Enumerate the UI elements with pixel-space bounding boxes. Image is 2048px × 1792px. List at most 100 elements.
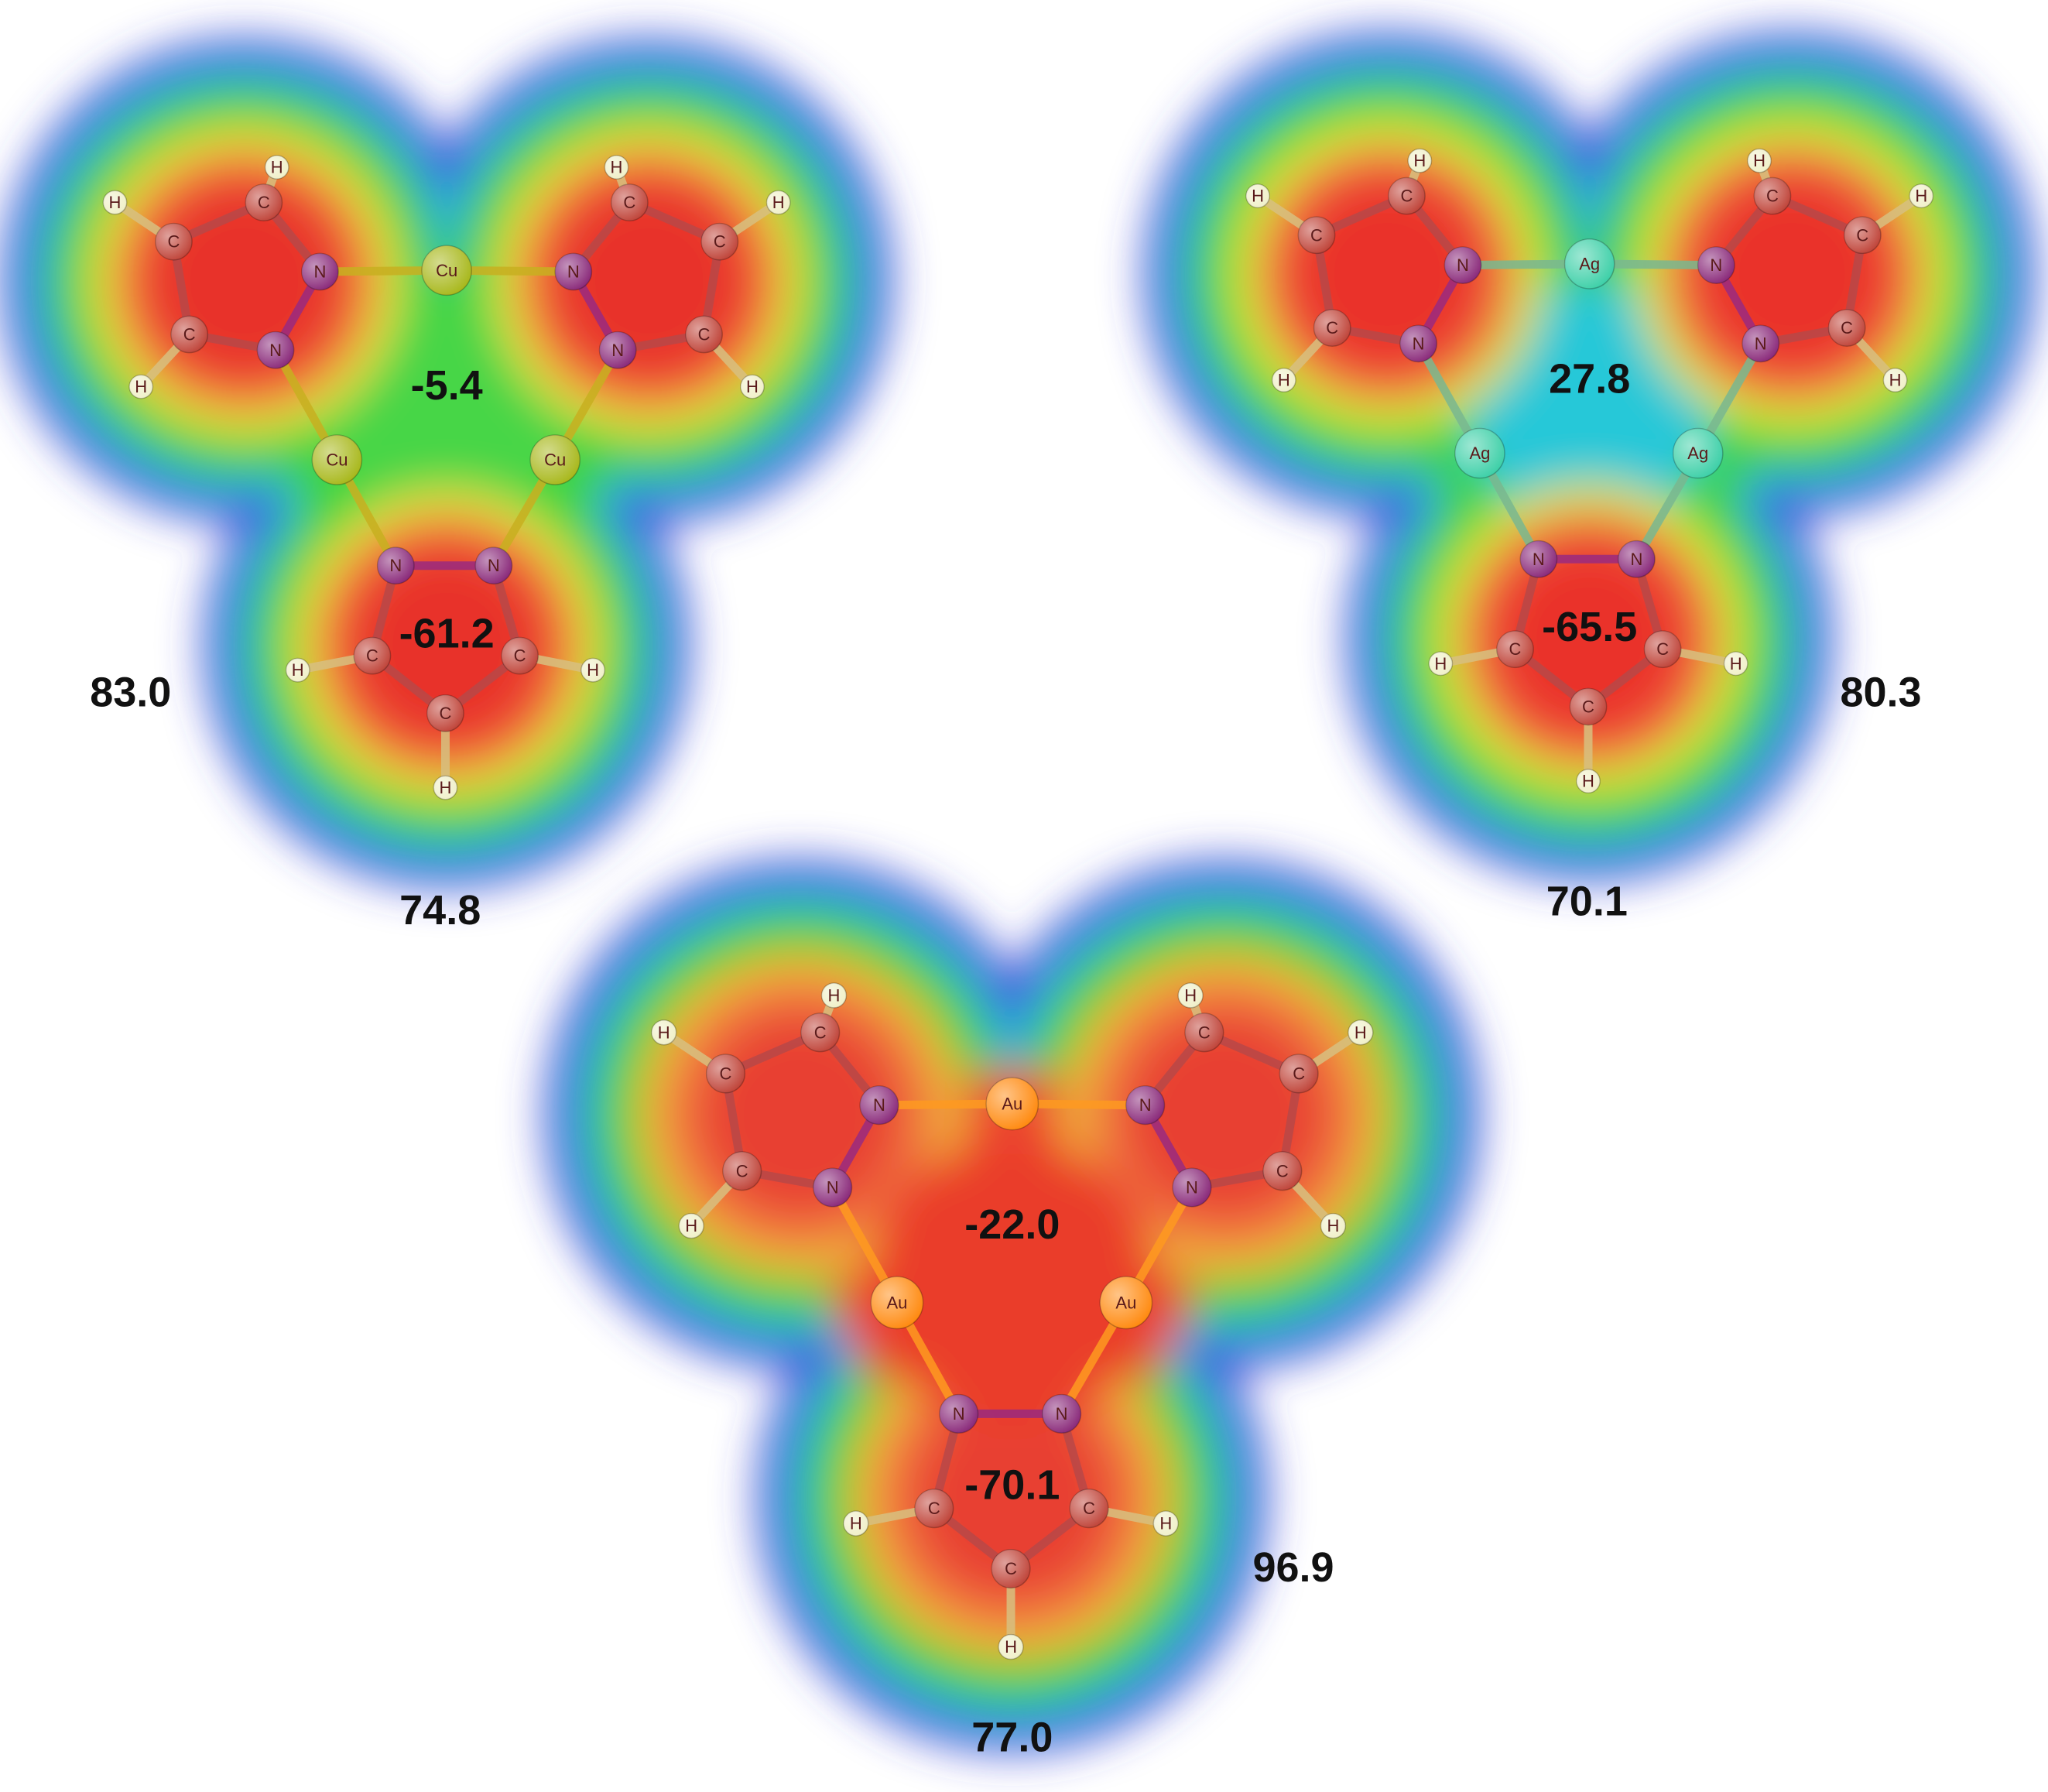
atom-shine	[915, 1489, 954, 1528]
atom-label: N	[269, 341, 282, 360]
atom-label: C	[1856, 225, 1868, 245]
atom-label: H	[611, 158, 623, 177]
atom-shine	[706, 1054, 745, 1093]
atom-label: Au	[1002, 1094, 1022, 1113]
atom-shine	[422, 245, 472, 296]
surface-center	[322, 290, 571, 539]
esp-value: -70.1	[964, 1462, 1060, 1509]
atom-label: N	[1056, 1404, 1068, 1424]
atom-shine	[821, 983, 847, 1008]
atom-shine	[301, 253, 339, 290]
esp-surface	[1145, 33, 2034, 881]
atom-shine	[155, 223, 193, 260]
surface-ring	[352, 551, 541, 740]
esp-value: 80.3	[1840, 669, 1921, 715]
atom-label: H	[1915, 187, 1927, 206]
atom-label: C	[1293, 1064, 1305, 1083]
esp-value: 96.9	[1252, 1544, 1334, 1591]
atom-shine	[1564, 238, 1615, 289]
atom-shine	[245, 183, 283, 221]
atom-label: Ag	[1579, 254, 1600, 273]
atom-label: H	[1354, 1023, 1367, 1042]
atom-label: H	[1278, 371, 1290, 390]
atom-label: C	[366, 646, 378, 666]
atom-shine	[1429, 652, 1453, 676]
atom-shine	[651, 1019, 676, 1045]
atom-shine	[1576, 769, 1601, 793]
atom-shine	[1724, 652, 1748, 676]
esp-value: 70.1	[1546, 878, 1628, 924]
atom-shine	[1520, 540, 1557, 577]
atom-shine	[171, 316, 208, 353]
atom-label: H	[271, 158, 283, 177]
atom-label: C	[258, 193, 270, 212]
atom-shine	[1408, 149, 1432, 173]
atom-label: C	[1276, 1161, 1289, 1180]
atom-label: C	[439, 704, 451, 723]
atom-shine	[1313, 309, 1351, 347]
atom-label: Cu	[544, 451, 566, 470]
atom-shine	[871, 1276, 923, 1329]
surface-ring	[913, 1398, 1111, 1597]
atom-label: H	[658, 1023, 670, 1042]
atom-label: Ag	[1687, 444, 1708, 463]
atom-label: H	[109, 193, 122, 212]
atom-label: C	[1005, 1559, 1017, 1578]
atom-shine	[286, 658, 310, 682]
atom-shine	[265, 155, 289, 180]
atom-label: H	[292, 660, 304, 680]
esp-value: 77.0	[971, 1715, 1053, 1761]
atom-shine	[1320, 1213, 1346, 1239]
surface-ring	[1495, 544, 1684, 733]
atom-label: H	[1184, 985, 1197, 1005]
atom-shine	[1298, 217, 1335, 254]
atom-shine	[1747, 149, 1772, 173]
atom-shine	[800, 1012, 840, 1052]
atom-shine	[502, 637, 539, 674]
atom-shine	[1697, 246, 1735, 284]
atom-shine	[766, 190, 790, 214]
atom-label: C	[514, 646, 526, 666]
atom-shine	[1263, 1151, 1302, 1191]
atom-shine	[1742, 325, 1779, 362]
atom-label: C	[714, 232, 726, 252]
atom-label: N	[827, 1178, 839, 1198]
atom-label: H	[1730, 654, 1742, 673]
esp-value: -5.4	[411, 362, 483, 409]
atom-shine	[722, 1151, 762, 1191]
atom-label: C	[720, 1064, 732, 1083]
atom-label: Cu	[436, 261, 457, 280]
atom-shine	[1754, 177, 1791, 214]
atom-shine	[580, 658, 605, 682]
atom-label: C	[1198, 1023, 1211, 1042]
surface-center	[1465, 283, 1714, 532]
atom-shine	[433, 776, 457, 800]
atom-label: N	[313, 262, 326, 282]
atom-shine	[354, 637, 391, 674]
atom-label: N	[1533, 550, 1545, 569]
atom-label: H	[1413, 151, 1426, 170]
atom-shine	[1828, 309, 1865, 347]
atom-label: N	[1139, 1095, 1152, 1115]
atom-label: H	[685, 1216, 697, 1235]
atom-shine	[813, 1168, 852, 1207]
atom-label: H	[135, 377, 147, 396]
atom-label: H	[1753, 151, 1765, 170]
atom-label: C	[1310, 225, 1323, 245]
atom-shine	[1496, 631, 1534, 668]
atom-label: N	[1755, 334, 1767, 353]
atom-label: H	[746, 377, 759, 396]
atom-shine	[377, 547, 414, 584]
atom-label: N	[488, 556, 500, 575]
atom-label: H	[1889, 371, 1902, 390]
atom-shine	[986, 1078, 1039, 1130]
esp-value: 83.0	[90, 669, 171, 715]
atom-label: Au	[887, 1293, 908, 1312]
atom-label: C	[167, 232, 180, 252]
esp-value: -22.0	[964, 1201, 1060, 1248]
atom-label: N	[1710, 255, 1722, 275]
atom-shine	[475, 547, 512, 584]
atom-shine	[1618, 540, 1656, 577]
